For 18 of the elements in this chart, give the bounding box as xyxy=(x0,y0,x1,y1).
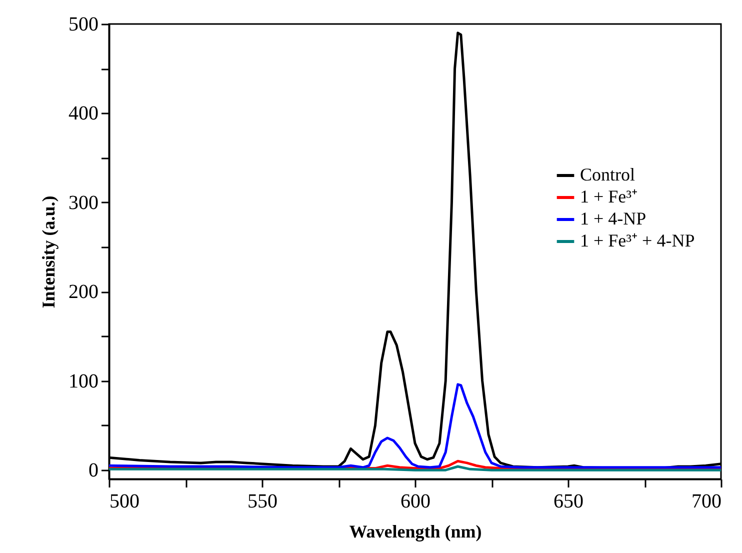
x-tick-label: 500 xyxy=(110,490,140,512)
x-tick-label: 700 xyxy=(692,490,722,512)
legend-label: 1 + 4-NP xyxy=(580,208,646,228)
y-tick-label: 300 xyxy=(68,192,98,214)
x-tick-label: 650 xyxy=(554,490,584,512)
y-tick-label: 200 xyxy=(68,281,98,304)
y-tick-label: 400 xyxy=(68,102,98,125)
line-series xyxy=(109,383,721,469)
x-tick-label: 600 xyxy=(400,490,430,512)
legend-label: 1 + Fe³⁺ + 4-NP xyxy=(580,230,695,250)
y-tick-label: 0 xyxy=(88,460,98,482)
legend-label: Control xyxy=(580,164,636,184)
legend-label: 1 + Fe³⁺ xyxy=(580,186,638,206)
x-tick-label: 550 xyxy=(248,490,278,512)
y-tick-label: 100 xyxy=(68,370,98,392)
y-axis-title: Intensity (a.u.) xyxy=(38,196,58,308)
x-axis-title: Wavelength (nm) xyxy=(349,522,482,542)
y-tick-label: 500 xyxy=(68,14,98,36)
